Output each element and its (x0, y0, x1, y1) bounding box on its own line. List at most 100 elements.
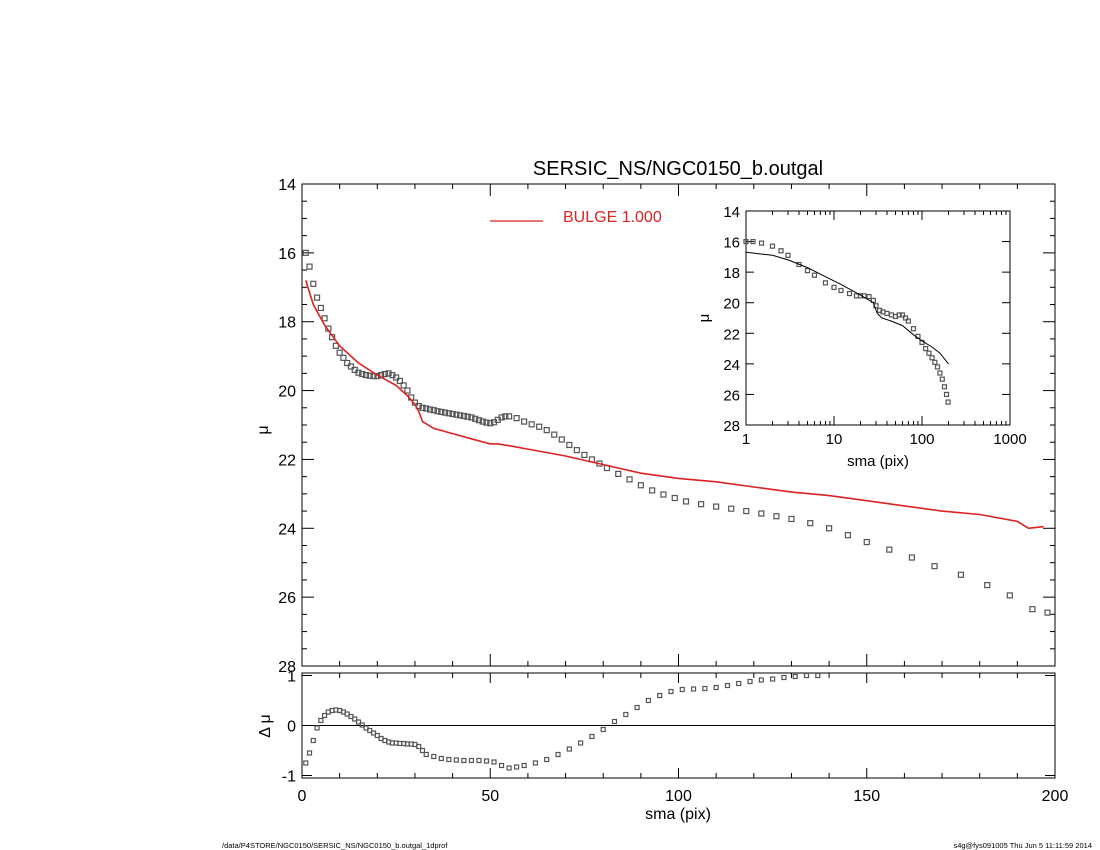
inset-xlabel: sma (pix) (847, 453, 909, 470)
residual-marker (792, 673, 798, 680)
residual-marker (314, 725, 320, 731)
main-marker (340, 354, 347, 361)
residual-marker (713, 684, 719, 691)
main-marker (385, 370, 392, 377)
residual-marker (419, 747, 426, 754)
main-marker (528, 421, 535, 428)
residual-marker (431, 753, 437, 760)
residual-marker (566, 746, 572, 752)
residual-marker (781, 674, 787, 681)
main-marker (487, 420, 494, 427)
main-marker (362, 371, 370, 379)
residual-marker (306, 750, 313, 756)
main-marker (441, 409, 449, 416)
residual-marker (555, 751, 561, 758)
residual-marker (514, 764, 520, 770)
main-marker (393, 374, 400, 381)
inset-xtick-label: 1000 (993, 431, 1026, 448)
main-ytick-label: 24 (278, 521, 296, 538)
main-marker (1029, 606, 1036, 613)
residual-marker (645, 697, 651, 704)
main-marker (637, 482, 644, 489)
inset-ylabel: μ (696, 314, 713, 323)
main-marker (302, 249, 309, 256)
main-marker (908, 554, 916, 561)
residual-marker (318, 717, 324, 724)
residual-xtick-label: 200 (1042, 788, 1069, 805)
main-marker (626, 476, 633, 483)
residual-marker (453, 757, 459, 763)
main-ytick-label: 26 (278, 590, 296, 607)
residual-xtick-label: 0 (298, 788, 307, 805)
inset-marker (896, 312, 902, 318)
main-marker (419, 404, 426, 411)
main-marker (957, 571, 964, 578)
main-marker (438, 408, 445, 416)
inset-ytick-label: 22 (723, 326, 740, 343)
residual-marker (747, 678, 753, 685)
residual-marker (803, 672, 810, 679)
inset-background (746, 211, 1010, 425)
main-marker (758, 510, 765, 517)
residual-marker (491, 759, 497, 765)
inset-ytick-label: 26 (723, 387, 740, 404)
residual-marker (679, 686, 685, 693)
footer-timestamp: s4g@fys091005 Thu Jun 5 11:11:59 2014 (953, 841, 1092, 850)
inset-marker (831, 284, 837, 291)
residual-marker (532, 760, 539, 766)
main-marker (306, 263, 313, 270)
footer-path: /data/P4STORE/NGC0150/SERSIC_NS/NGC0150_… (222, 841, 448, 850)
main-marker (475, 417, 483, 424)
inset-marker (934, 364, 941, 370)
main-ytick-label: 28 (278, 659, 296, 676)
inset-ytick-label: 28 (723, 418, 740, 435)
residual-marker (476, 757, 482, 764)
inset-marker (943, 391, 950, 398)
residual-ytick-label: 1 (287, 669, 296, 686)
residual-marker (758, 677, 764, 683)
legend-label: BULGE 1.000 (563, 209, 662, 226)
residual-xtick-label: 150 (853, 788, 880, 805)
main-marker (660, 491, 667, 498)
main-marker (468, 414, 475, 421)
main-marker (728, 505, 735, 512)
inset-marker (750, 238, 756, 245)
main-marker (536, 423, 543, 430)
residual-marker (724, 682, 731, 689)
main-marker (453, 411, 460, 418)
main-marker (615, 470, 622, 477)
main-marker (460, 412, 467, 420)
main-marker (430, 407, 437, 414)
inset-marker (778, 248, 784, 254)
main-ytick-label: 20 (278, 384, 296, 401)
main-profile-panel: 14 16 18 20 22 24 26 28 μ BULGE 1.000 (255, 177, 1056, 676)
main-ytick-label: 14 (278, 177, 296, 194)
residual-xtick-label: 100 (665, 788, 692, 805)
residual-xtick-label: 50 (481, 788, 499, 805)
main-marker (445, 410, 452, 417)
main-marker (434, 408, 441, 415)
main-marker (457, 412, 464, 419)
inset-xtick-label: 1 (742, 431, 750, 448)
main-ylabel: μ (255, 425, 272, 434)
inset-marker (910, 326, 917, 332)
residual-marker (544, 756, 550, 763)
main-marker (1044, 609, 1051, 616)
main-marker (332, 342, 339, 349)
residual-marker (359, 722, 365, 728)
main-marker (682, 498, 690, 505)
inset-xtick-label: 10 (826, 431, 843, 448)
residual-marker (310, 737, 316, 744)
main-marker (581, 451, 588, 459)
residual-marker (657, 692, 663, 699)
residual-marker (736, 680, 742, 687)
inset-frame (745, 210, 1011, 426)
main-marker (321, 315, 328, 322)
inset-ytick-label: 20 (723, 296, 740, 313)
inset-marker (945, 399, 951, 405)
residual-marker (498, 762, 505, 769)
main-ytick-label: 22 (278, 452, 296, 469)
main-marker (472, 415, 479, 422)
main-marker (502, 413, 509, 420)
